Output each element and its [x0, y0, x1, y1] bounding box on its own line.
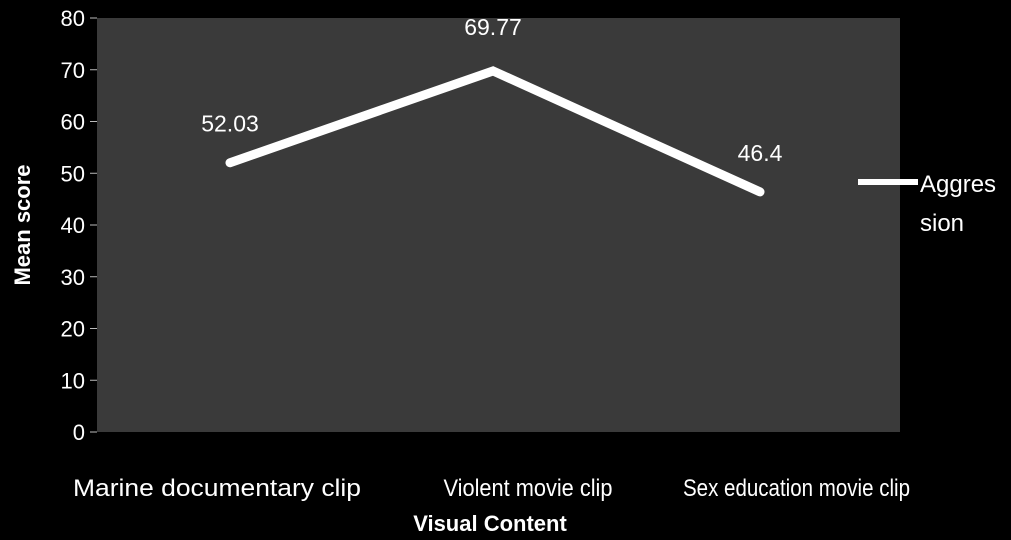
- legend-label-line-1: Aggres: [920, 171, 996, 198]
- data-label: 46.4: [738, 140, 783, 166]
- y-tick-label: 70: [61, 58, 85, 83]
- data-labels: 52.03 69.77 46.4: [201, 14, 782, 166]
- y-tick-label: 0: [73, 420, 85, 445]
- legend-label-line-2: sion: [920, 210, 964, 237]
- y-tick-label: 30: [61, 265, 85, 290]
- series-line-aggression: [225, 66, 765, 197]
- y-tick-label: 20: [61, 317, 85, 342]
- y-tick-label: 60: [61, 110, 85, 135]
- x-category-label: Marine documentary clip: [73, 475, 361, 502]
- y-tick-label: 10: [61, 368, 85, 393]
- y-axis-ticks: 0 10 20 30 40 50 60 70 80: [61, 6, 97, 445]
- data-label: 52.03: [201, 111, 259, 137]
- data-label: 69.77: [464, 14, 522, 40]
- legend: Aggres sion: [858, 171, 996, 237]
- y-tick-label: 50: [61, 161, 85, 186]
- plot-area: [97, 18, 900, 432]
- y-tick-label: 80: [61, 6, 85, 31]
- y-tick-label: 40: [61, 213, 85, 238]
- x-axis-categories: Marine documentary clip Violent movie cli…: [73, 475, 910, 502]
- x-category-label: Sex education movie clip: [683, 475, 910, 502]
- x-axis-title: Visual Content: [413, 511, 567, 536]
- x-category-label: Violent movie clip: [444, 475, 613, 502]
- y-axis-title: Mean score: [10, 164, 35, 285]
